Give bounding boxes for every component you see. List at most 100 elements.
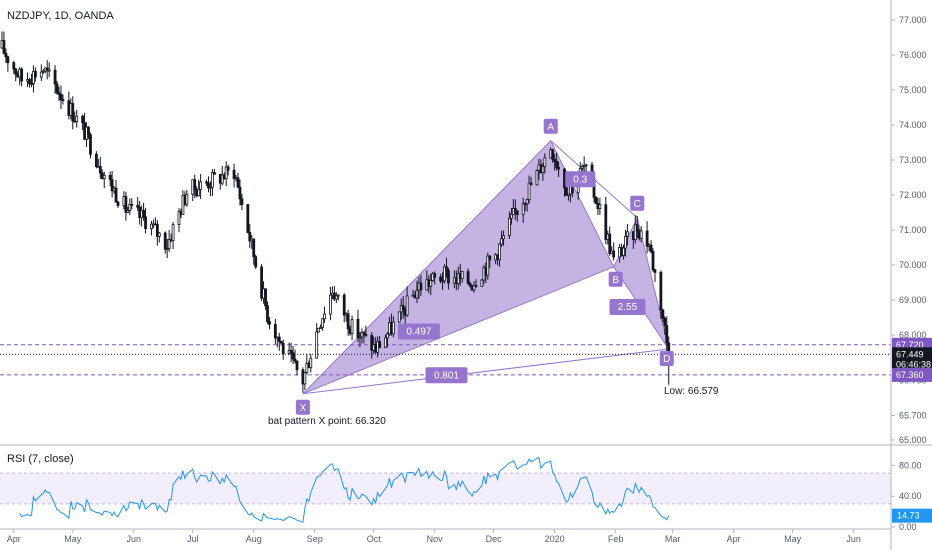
candle-body [663,317,667,326]
candle-body [626,231,629,237]
candle-body [608,233,612,254]
time-tick-label: Nov [427,534,444,544]
candle-body [555,161,559,168]
candle-body [543,157,547,168]
candle-body [336,294,340,297]
candle-body [661,309,665,319]
candle-body [98,165,102,174]
candle-body [439,276,442,282]
candle-body [295,360,299,371]
candle-body [443,266,446,282]
candle-body [212,172,216,175]
candle-body [466,271,470,285]
candle-body [317,327,321,333]
candle-body [130,203,134,206]
candle-body [523,203,527,206]
candle-body [397,311,401,323]
candle-body [39,71,43,78]
rsi-band [0,473,891,504]
candle-body [329,294,332,315]
candle-body [659,272,663,311]
candle-body [541,166,545,174]
pattern-labels[interactable]: X A B C D 0.497 0.801 0.3 2.55 [295,118,674,415]
price-tick-label: 72.000 [899,190,927,200]
candle-body [635,224,639,232]
candle-body [4,52,8,58]
candle-body [309,357,313,369]
candle-body [264,288,267,307]
price-tag-label: 67.449 [896,349,924,359]
candle-body [116,201,120,206]
price-tick-label: 69.000 [899,295,927,305]
candle-body [232,169,236,179]
candle-body [273,323,277,339]
candle-body [185,193,189,205]
ratio-label: 0.497 [406,327,431,338]
candle-body [248,232,252,242]
candle-body [639,230,643,239]
candle-body [155,223,159,237]
rsi-pane[interactable] [0,456,891,523]
point-label-bg [659,351,674,366]
time-tick-label: May [784,534,802,544]
price-tick-label: 73.000 [899,155,927,165]
candle-body [260,266,263,299]
candle-body [350,318,354,334]
candle-body [238,186,242,200]
candle-body [142,209,145,218]
candle-body [386,333,389,339]
candle-body [649,244,653,252]
time-tick-label: Jun [846,534,861,544]
candle-body [362,331,366,335]
price-tag-label: 06:46:38 [896,359,931,369]
candle-body [511,208,515,216]
candle-body [89,134,92,155]
symbol-title[interactable]: NZDJPY, 1D, OANDA [7,10,114,22]
candle-body [665,325,669,344]
candle-body [6,56,10,64]
ratio-label-bg [565,171,596,188]
candle-body [401,305,405,310]
candle-body [535,170,539,186]
candle-body [468,283,472,287]
candle-body [509,214,513,219]
time-tick-label: Apr [727,534,741,544]
candle-body [557,166,560,170]
price-tag-label: 67.720 [896,340,924,350]
time-tick-label: Aug [246,534,262,544]
candle-body [645,230,649,247]
ratio-label-bg [397,323,440,340]
candle-body [291,352,295,360]
candle-body [47,69,51,72]
candle-body [136,204,140,208]
candle-body [197,188,201,197]
candle-body [114,187,118,203]
candle-body [53,69,57,85]
point-label-b: B [612,275,619,286]
candle-body [268,321,271,325]
candle-body [34,70,37,78]
candle-body [207,182,210,189]
candle-body [110,179,114,192]
candle-body [94,153,98,167]
ratio-label-bg [609,299,646,315]
candle-body [529,182,533,186]
price-tick-label: 68.000 [899,330,927,340]
point-label-bg [630,195,645,211]
rsi-line [19,456,670,523]
point-label-bg [295,399,310,415]
rsi-title[interactable]: RSI (7, close) [7,453,74,465]
candle-body [419,282,423,291]
time-tick-label: Mar [665,534,681,544]
candle-body [41,70,45,73]
price-tick-label: 70.000 [899,260,927,270]
price-tick-label: 65.700 [899,411,927,421]
candle-series [0,31,671,393]
candle-body [220,174,224,184]
candle-body [323,313,326,320]
candle-body [447,270,450,284]
candle-body [500,238,503,245]
